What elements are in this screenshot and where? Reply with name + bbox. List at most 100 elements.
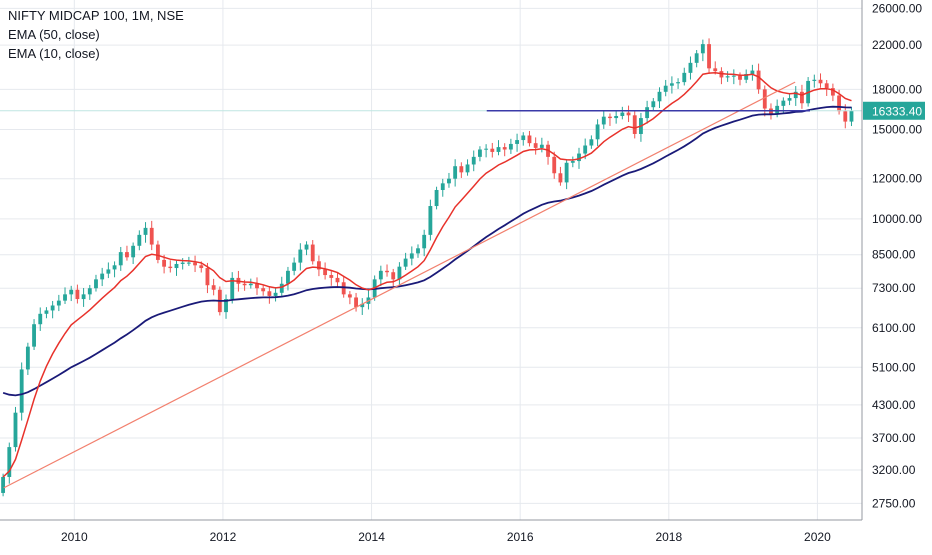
candle-body <box>434 190 439 207</box>
candle-body <box>56 300 61 306</box>
candle-body <box>13 412 18 448</box>
candle-body <box>186 262 191 264</box>
candle-body <box>286 270 290 284</box>
candle-body <box>354 297 358 308</box>
last-price-badge <box>863 101 925 120</box>
candle-body <box>75 289 80 300</box>
candle-body <box>279 283 284 293</box>
candle-body <box>385 270 389 273</box>
candle-body <box>533 143 538 148</box>
candle-body <box>669 83 674 86</box>
candle-body <box>793 91 798 99</box>
candle-body <box>484 148 489 150</box>
candle-body <box>651 101 656 108</box>
candle-body <box>162 259 167 267</box>
candle-body <box>329 275 334 278</box>
candle-body <box>391 272 396 280</box>
symbol-title[interactable]: NIFTY MIDCAP 100, 1M, NSE <box>8 8 184 23</box>
candle-body <box>453 166 458 179</box>
y-tick-label: 8500.00 <box>872 248 916 262</box>
candle-body <box>608 116 612 119</box>
candle-body <box>180 262 185 264</box>
ema10-legend[interactable]: EMA (10, close) <box>8 46 100 61</box>
candle-body <box>744 73 749 80</box>
grid-layer <box>0 0 862 520</box>
x-tick-label: 2020 <box>804 530 831 544</box>
candle-body <box>211 285 216 290</box>
candle-body <box>459 166 464 173</box>
candle-body <box>416 248 420 254</box>
candle-body <box>583 145 588 154</box>
y-tick-label: 22000.00 <box>872 38 922 52</box>
candle-body <box>496 147 501 152</box>
candle-body <box>63 294 67 301</box>
candle-body <box>775 105 780 114</box>
candle-body <box>310 244 315 262</box>
candle-body <box>19 369 24 413</box>
y-tick-label: 26000.00 <box>872 1 922 15</box>
candle-body <box>824 83 829 89</box>
candle-body <box>812 79 817 81</box>
candle-body <box>731 75 736 77</box>
candle-body <box>118 252 123 266</box>
candle-body <box>787 98 792 101</box>
chart-legend: NIFTY MIDCAP 100, 1M, NSE EMA (50, close… <box>8 6 184 63</box>
candle-body <box>261 288 266 292</box>
candle-body <box>818 79 823 84</box>
candle-body <box>620 112 625 116</box>
candle-body <box>316 261 321 270</box>
candle-body <box>403 258 408 267</box>
candle-body <box>50 305 55 311</box>
candle-body <box>397 266 402 280</box>
candle-body <box>682 72 687 83</box>
y-tick-label: 3200.00 <box>872 463 916 477</box>
candle-body <box>323 269 328 276</box>
candle-body <box>750 70 755 74</box>
candle-body <box>273 292 278 296</box>
candle-body <box>137 234 142 246</box>
candle-body <box>112 265 117 270</box>
y-tick-label: 4300.00 <box>872 398 916 412</box>
candle-body <box>193 262 197 266</box>
candle-body <box>756 70 761 90</box>
candle-body <box>508 143 513 150</box>
candle-body <box>440 183 445 191</box>
y-tick-label: 7300.00 <box>872 281 916 295</box>
ema50-line <box>2 105 852 397</box>
candle-body <box>174 263 179 269</box>
candle-body <box>347 294 352 298</box>
y-tick-label: 3700.00 <box>872 431 916 445</box>
candle-body <box>447 178 451 184</box>
y-tick-label: 10000.00 <box>872 212 922 226</box>
candle-body <box>601 116 606 125</box>
candle-body <box>341 282 346 295</box>
last-price-label: 16333.40 <box>872 104 922 118</box>
candle-body <box>69 289 74 295</box>
y-tick-label: 15000.00 <box>872 123 922 137</box>
candle-body <box>595 124 600 140</box>
candle-body <box>149 227 154 245</box>
candle-body <box>478 149 482 157</box>
candle-body <box>694 53 699 63</box>
axis-layer: 26000.00 22000.00 18000.00 15000.00 12000.00… <box>0 0 925 544</box>
candle-body <box>378 270 383 280</box>
candle-body <box>143 227 148 235</box>
x-tick-label: 2012 <box>210 530 237 544</box>
candle-body <box>87 288 92 295</box>
y-tick-label: 18000.00 <box>872 82 922 96</box>
ema10-line <box>2 72 852 478</box>
candle-body <box>564 162 569 183</box>
candle-body <box>700 44 705 54</box>
candle-body <box>539 144 544 148</box>
candle-body <box>800 91 804 104</box>
ema50-legend[interactable]: EMA (50, close) <box>8 27 100 42</box>
candle-body <box>106 269 111 274</box>
candle-body <box>44 310 49 314</box>
candle-body <box>645 107 650 119</box>
candle-body <box>589 139 594 146</box>
candle-body <box>292 262 297 271</box>
candle-body <box>663 85 668 92</box>
candle-body <box>837 95 842 112</box>
